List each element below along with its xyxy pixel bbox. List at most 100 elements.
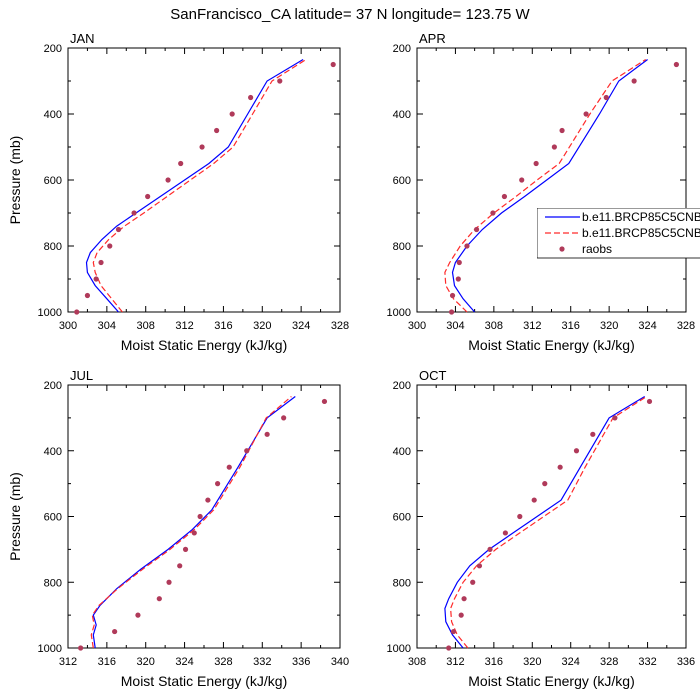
raobs-point: [455, 276, 461, 282]
raobs-point: [502, 530, 508, 536]
y-tick-label: 600: [44, 175, 62, 187]
raobs-point: [205, 497, 211, 503]
x-axis-label: Moist Static Energy (kJ/kg): [121, 673, 288, 689]
raobs-point: [501, 193, 508, 200]
raobs-point: [646, 398, 653, 405]
raobs-point: [197, 513, 203, 520]
x-tick-label: 300: [408, 320, 426, 332]
raobs-point: [264, 431, 270, 437]
legend-label-raobs: raobs: [582, 242, 612, 256]
x-tick-label: 332: [253, 656, 271, 668]
y-tick-label: 200: [44, 380, 62, 392]
raobs-point: [145, 193, 151, 200]
legend-marker-raobs: [559, 246, 565, 252]
panel-title: JAN: [70, 31, 95, 46]
raobs-point: [229, 111, 235, 117]
raobs-point: [533, 160, 539, 167]
raobs-point: [93, 276, 99, 282]
raobs-point: [612, 415, 618, 421]
x-tick-label: 308: [137, 320, 155, 332]
series-line-1: [451, 59, 648, 313]
x-tick-label: 312: [59, 656, 77, 668]
series-line-2: [90, 396, 292, 649]
raobs-point: [135, 612, 141, 618]
raobs-point: [559, 127, 565, 134]
raobs-point: [449, 292, 456, 299]
raobs-point: [191, 530, 197, 536]
x-tick-label: 304: [98, 320, 116, 332]
raobs-point: [321, 398, 328, 405]
x-tick-label: 312: [175, 320, 193, 332]
x-tick-label: 320: [253, 320, 271, 332]
panel-apr: 300 304 308 312 316 320 324 328 200 400 600 800 1000…: [387, 31, 696, 353]
y-tick-label: 800: [44, 241, 62, 253]
x-tick-label: 312: [523, 320, 541, 332]
raobs-point: [156, 596, 162, 602]
y-tick-label: 200: [393, 380, 411, 392]
raobs-point: [603, 94, 609, 101]
y-tick-label: 1000: [387, 307, 411, 319]
x-tick-label: 328: [331, 320, 349, 332]
x-tick-label: 316: [98, 656, 116, 668]
raobs-point: [78, 645, 84, 651]
y-tick-label: 800: [44, 577, 62, 589]
y-tick-label: 400: [44, 109, 62, 121]
x-tick-label: 328: [600, 656, 618, 668]
raobs-point: [182, 546, 189, 552]
y-tick-label: 600: [44, 512, 62, 524]
x-tick-label: 324: [175, 656, 193, 668]
y-tick-label: 800: [393, 241, 411, 253]
panel-title: JUL: [70, 368, 93, 383]
raobs-point: [84, 292, 91, 299]
raobs-point: [573, 448, 580, 454]
panel-jan: 300 304 308 312 316 320 324 328 200 400 600 800 1000…: [7, 31, 349, 353]
raobs-point: [456, 259, 462, 266]
raobs-point: [673, 61, 679, 68]
raobs-point: [490, 210, 496, 216]
raobs-point: [464, 243, 470, 249]
raobs-point: [461, 596, 467, 602]
series-line-2: [449, 395, 647, 649]
x-tick-label: 332: [638, 656, 656, 668]
raobs-point: [107, 243, 113, 249]
y-tick-label: 200: [44, 43, 62, 55]
raobs-point: [115, 226, 122, 233]
y-tick-label: 800: [393, 577, 411, 589]
x-axis-label: Moist Static Energy (kJ/kg): [121, 337, 288, 353]
raobs-point: [458, 612, 464, 618]
raobs-point: [178, 160, 184, 167]
y-axis-label: Pressure (mb): [7, 472, 23, 561]
x-tick-label: 316: [485, 656, 503, 668]
x-tick-label: 324: [638, 320, 656, 332]
raobs-point: [517, 513, 523, 520]
raobs-point: [131, 210, 137, 216]
raobs-point: [470, 579, 476, 585]
y-tick-label: 1000: [38, 643, 62, 655]
y-tick-label: 200: [393, 43, 411, 55]
x-tick-label: 320: [523, 656, 541, 668]
raobs-point: [631, 78, 637, 84]
panel-oct: 308 312 316 320 324 328 332 336 200 400 600 800 1000…: [387, 368, 696, 689]
raobs-point: [448, 309, 455, 315]
x-tick-label: 336: [677, 656, 695, 668]
x-tick-label: 316: [214, 320, 232, 332]
raobs-point: [177, 563, 183, 569]
x-tick-label: 312: [446, 656, 464, 668]
figure-title: SanFrancisco_CA latitude= 37 N longitude…: [170, 6, 530, 23]
raobs-point: [244, 448, 250, 454]
raobs-point: [74, 309, 80, 315]
raobs-point: [214, 127, 220, 134]
raobs-point: [450, 628, 457, 635]
plot-frame: [67, 47, 341, 313]
y-tick-label: 1000: [387, 643, 411, 655]
y-tick-label: 600: [393, 512, 411, 524]
series-line-1: [444, 395, 646, 649]
raobs-point: [531, 497, 537, 503]
raobs-point: [248, 94, 254, 101]
raobs-point: [281, 415, 287, 421]
raobs-point: [476, 563, 483, 569]
raobs-point: [98, 259, 104, 266]
raobs-point: [487, 546, 493, 552]
y-tick-label: 400: [44, 446, 62, 458]
